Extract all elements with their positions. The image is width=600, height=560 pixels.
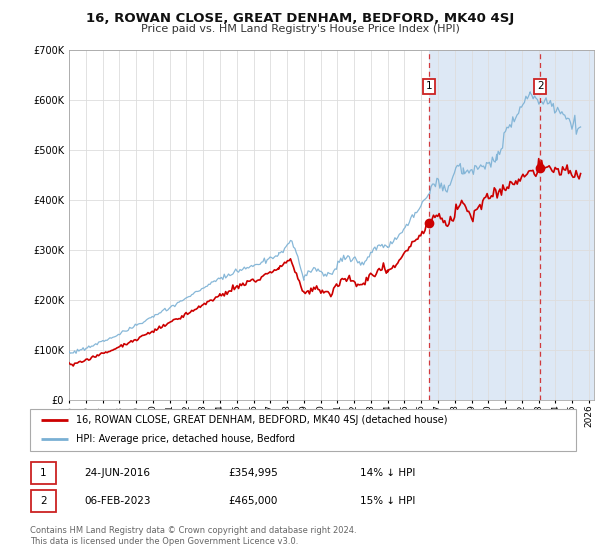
Text: 1: 1: [426, 81, 433, 91]
Text: 16, ROWAN CLOSE, GREAT DENHAM, BEDFORD, MK40 4SJ: 16, ROWAN CLOSE, GREAT DENHAM, BEDFORD, …: [86, 12, 514, 25]
Text: 16, ROWAN CLOSE, GREAT DENHAM, BEDFORD, MK40 4SJ (detached house): 16, ROWAN CLOSE, GREAT DENHAM, BEDFORD, …: [76, 415, 448, 425]
Text: 1: 1: [40, 468, 47, 478]
Text: 15% ↓ HPI: 15% ↓ HPI: [360, 496, 415, 506]
FancyBboxPatch shape: [31, 490, 56, 512]
FancyBboxPatch shape: [30, 409, 576, 451]
Text: 24-JUN-2016: 24-JUN-2016: [84, 468, 150, 478]
Text: 2: 2: [40, 496, 47, 506]
Text: £354,995: £354,995: [228, 468, 278, 478]
Text: 06-FEB-2023: 06-FEB-2023: [84, 496, 151, 506]
Text: HPI: Average price, detached house, Bedford: HPI: Average price, detached house, Bedf…: [76, 435, 295, 445]
Text: Contains HM Land Registry data © Crown copyright and database right 2024.
This d: Contains HM Land Registry data © Crown c…: [30, 526, 356, 546]
Text: 14% ↓ HPI: 14% ↓ HPI: [360, 468, 415, 478]
Text: £465,000: £465,000: [228, 496, 277, 506]
FancyBboxPatch shape: [31, 462, 56, 484]
Text: 2: 2: [537, 81, 544, 91]
Text: Price paid vs. HM Land Registry's House Price Index (HPI): Price paid vs. HM Land Registry's House …: [140, 24, 460, 34]
Bar: [429, 50, 600, 400]
